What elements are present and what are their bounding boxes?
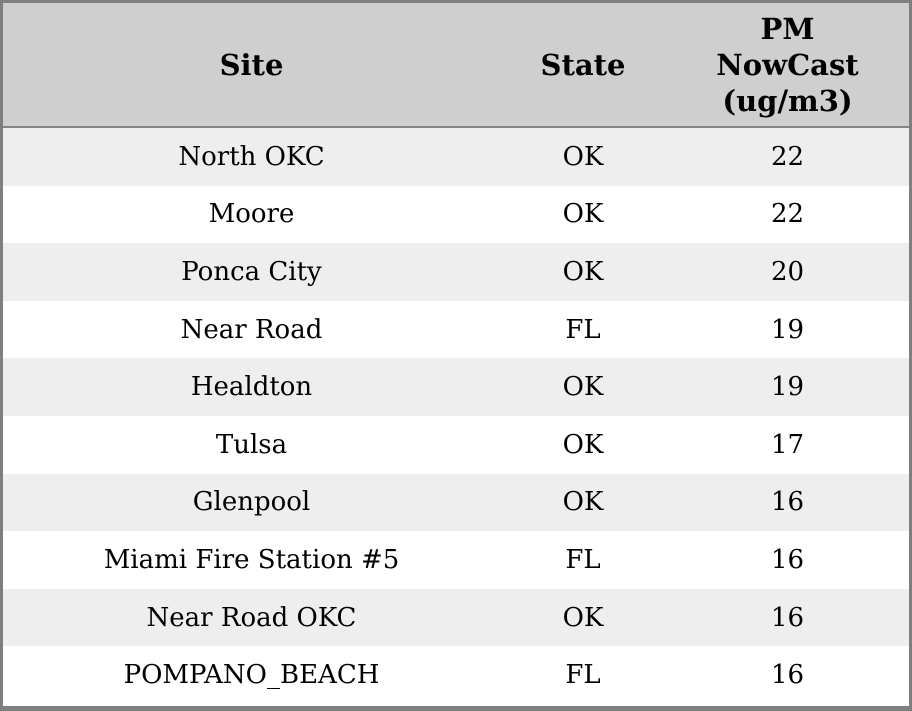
site-cell: Moore	[208, 199, 295, 230]
pm-cell: 16	[770, 660, 805, 691]
state-cell: OK	[562, 199, 604, 230]
pm-cell: 22	[770, 199, 805, 230]
state-cell: OK	[562, 141, 604, 172]
state-cell: OK	[562, 429, 604, 460]
site-cell: Healdton	[190, 372, 313, 403]
table-row: Near Road OKC OK 16	[3, 588, 909, 647]
pm-cell: 17	[770, 429, 805, 460]
table-row: Healdton OK 19	[3, 358, 909, 416]
site-cell: Near Road OKC	[146, 602, 357, 633]
table-header-row: Site State PM NowCast (ug/m3)	[3, 3, 909, 128]
pm-cell: 16	[770, 544, 805, 575]
state-cell: OK	[562, 256, 604, 287]
pm-cell: 16	[770, 487, 805, 518]
column-header-pm-nowcast: PM NowCast (ug/m3)	[716, 11, 859, 118]
table-body: North OKC OK 22 Moore OK 22 Ponca City O…	[3, 128, 909, 704]
pm-cell: 22	[770, 141, 805, 172]
site-cell: Miami Fire Station #5	[103, 544, 400, 575]
pm-cell: 16	[770, 602, 805, 633]
table-row: Moore OK 22	[3, 185, 909, 244]
state-cell: FL	[565, 660, 601, 691]
state-cell: OK	[562, 372, 604, 403]
table-row: Ponca City OK 20	[3, 243, 909, 301]
column-header-site: Site	[219, 47, 284, 82]
site-cell: Ponca City	[181, 256, 322, 287]
state-cell: FL	[565, 544, 601, 575]
table-row: Miami Fire Station #5 FL 16	[3, 531, 909, 589]
table-row: POMPANO_BEACH FL 16	[3, 646, 909, 704]
site-cell: Glenpool	[192, 487, 311, 518]
pm-cell: 19	[770, 372, 805, 403]
table-row: Glenpool OK 16	[3, 473, 909, 532]
site-cell: North OKC	[178, 141, 325, 172]
state-cell: OK	[562, 602, 604, 633]
site-cell: POMPANO_BEACH	[123, 660, 380, 691]
state-cell: OK	[562, 487, 604, 518]
table-row: Tulsa OK 17	[3, 415, 909, 474]
column-header-state: State	[540, 47, 626, 82]
site-cell: Near Road	[180, 314, 323, 345]
table-row: Near Road FL 19	[3, 300, 909, 359]
pm-cell: 20	[770, 256, 805, 287]
site-cell: Tulsa	[215, 429, 288, 460]
table-row: North OKC OK 22	[3, 128, 909, 186]
pm-cell: 19	[770, 314, 805, 345]
state-cell: FL	[565, 314, 601, 345]
